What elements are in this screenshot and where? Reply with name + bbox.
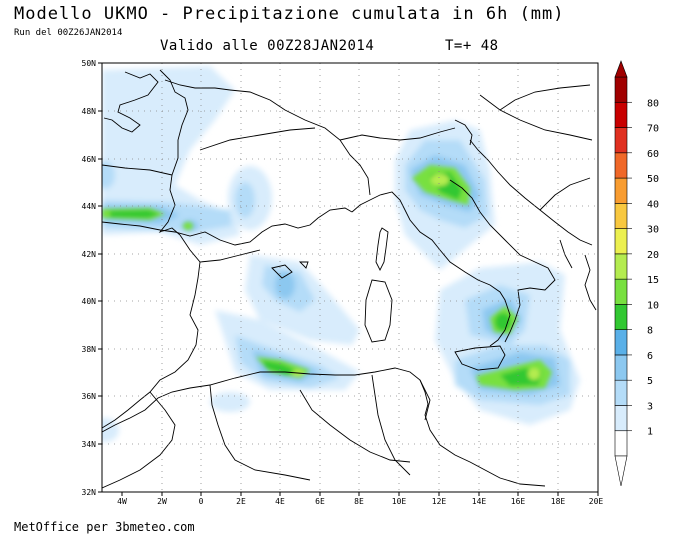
lat-label: 50N <box>82 59 97 68</box>
legend-color-box <box>614 329 628 356</box>
legend-color-box <box>614 177 628 204</box>
map-title: Modello UKMO - Precipitazione cumulata i… <box>14 4 565 24</box>
valid-time: Valido alle 00Z28JAN2014 <box>160 38 375 54</box>
legend-color-box <box>614 430 628 457</box>
legend-color-box <box>614 127 628 154</box>
lon-label: 12E <box>432 497 447 506</box>
credit-text: MetOffice per 3bmeteo.com <box>14 520 195 534</box>
legend-min-arrow <box>614 455 628 487</box>
legend-level-label: 40 <box>647 199 659 210</box>
legend-max-arrow <box>614 60 628 78</box>
legend-color-box <box>614 253 628 280</box>
lon-label: 0 <box>199 497 204 506</box>
lon-label: 4W <box>117 497 127 506</box>
legend-level-label: 30 <box>647 225 659 236</box>
longitude-labels: 4W 2W 0 2E 4E 6E 8E 10E 12E 14E 16E 18E … <box>117 497 603 506</box>
legend-color-box <box>614 228 628 255</box>
coastlines <box>102 69 597 489</box>
map-frame <box>101 62 599 493</box>
legend-color-box <box>614 76 628 103</box>
legend-level-label: 50 <box>647 174 659 185</box>
legend-color-box <box>614 152 628 179</box>
lon-label: 10E <box>392 497 407 506</box>
lat-label: 32N <box>82 488 97 497</box>
lon-label: 2W <box>157 497 167 506</box>
lat-label: 42N <box>82 250 97 259</box>
lat-label: 48N <box>82 107 97 116</box>
lon-label: 8E <box>354 497 364 506</box>
lat-label: 36N <box>82 392 97 401</box>
latitude-labels: 50N 48N 46N 44N 42N 40N 38N 36N 34N 32N <box>82 59 97 497</box>
lon-label: 6E <box>315 497 325 506</box>
legend-level-label: 1 <box>647 427 653 438</box>
legend-level-label: 15 <box>647 275 659 286</box>
legend-color-box <box>614 379 628 406</box>
lon-label: 14E <box>472 497 487 506</box>
legend-level-label: 80 <box>647 98 659 109</box>
legend-color-box <box>614 354 628 381</box>
lat-label: 46N <box>82 155 97 164</box>
lat-label: 38N <box>82 345 97 354</box>
legend-level-label: 8 <box>647 326 653 337</box>
legend-color-box <box>614 203 628 229</box>
lat-label: 44N <box>82 202 97 211</box>
legend-level-label: 6 <box>647 351 653 362</box>
lat-label: 34N <box>82 440 97 449</box>
lat-label: 40N <box>82 297 97 306</box>
legend-color-box <box>614 304 628 330</box>
legend-level-label: 5 <box>647 376 653 387</box>
legend-level-label: 60 <box>647 149 659 160</box>
lon-label: 16E <box>511 497 526 506</box>
lon-label: 4E <box>275 497 285 506</box>
legend-level-label: 70 <box>647 124 659 135</box>
legend-level-label: 3 <box>647 401 653 412</box>
forecast-step: T=+ 48 <box>445 38 499 54</box>
precipitation-field <box>102 66 580 442</box>
lon-label: 2E <box>236 497 246 506</box>
legend-level-label: 20 <box>647 250 659 261</box>
lon-label: 18E <box>551 497 566 506</box>
legend-color-box <box>614 278 628 305</box>
run-label: Run del 00Z26JAN2014 <box>14 28 123 38</box>
legend-color-box <box>614 101 628 128</box>
lon-label: 20E <box>589 497 604 506</box>
legend-level-label: 10 <box>647 300 659 311</box>
color-legend: 1 3 5 6 8 10 15 20 30 40 50 60 70 80 <box>614 60 659 487</box>
legend-color-box <box>614 405 628 432</box>
